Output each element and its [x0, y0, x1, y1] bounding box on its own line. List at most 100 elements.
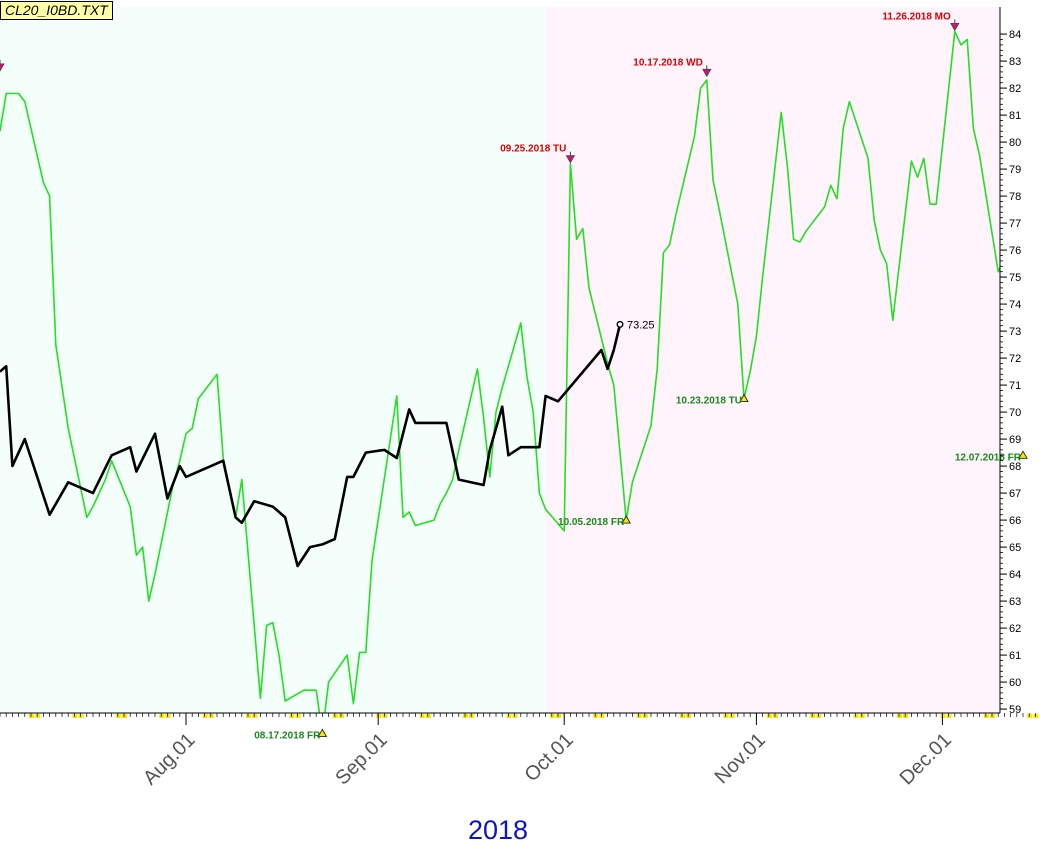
- weekend-marker: [252, 714, 258, 718]
- weekend-marker: [853, 714, 859, 718]
- y-tick-label: 83: [1009, 56, 1021, 68]
- x-tick-label: Sep.01: [331, 729, 391, 789]
- weekend-marker: [549, 714, 555, 718]
- chart-title: CL20_I0BD.TXT: [0, 1, 113, 20]
- green-series-line: [0, 30, 1000, 713]
- x-axis-label: 2018: [468, 815, 529, 845]
- x-tick-label: Nov.01: [711, 729, 770, 788]
- weekend-marker: [983, 714, 989, 718]
- weekend-marker: [469, 714, 475, 718]
- weekend-marker: [332, 714, 338, 718]
- weekend-marker: [1027, 714, 1033, 718]
- weekend-marker: [122, 714, 127, 718]
- weekend-marker: [766, 714, 772, 718]
- y-tick-label: 69: [1009, 434, 1021, 446]
- y-tick-label: 70: [1009, 407, 1021, 419]
- weekend-marker: [990, 714, 995, 718]
- weekend-marker: [903, 714, 909, 718]
- y-tick-label: 74: [1009, 299, 1021, 311]
- y-axis: 59 60 61 62 63 64 65 66 67 68 69 70 71 72 73 74 75 76 77 78…: [999, 7, 1021, 716]
- weekend-marker: [29, 714, 34, 718]
- weekend-marker: [463, 714, 468, 718]
- y-tick-label: 76: [1009, 245, 1021, 257]
- y-tick-label: 66: [1009, 515, 1021, 527]
- low-marker-triangle: [1018, 450, 1028, 459]
- y-tick-label: 71: [1009, 380, 1021, 392]
- background-regions: [0, 7, 1000, 713]
- weekend-marker: [512, 714, 518, 718]
- low-annotation: 10.23.2018 TU: [676, 396, 742, 407]
- y-tick-label: 78: [1009, 191, 1021, 203]
- weekend-marker: [859, 714, 865, 718]
- high-annotation: 10.17.2018 WD: [633, 57, 703, 68]
- weekend-marker: [897, 714, 902, 718]
- extreme-markers: 09.25.2018 TU 10.17.2018 WD 11.26.2018 MO 0…: [0, 11, 1028, 741]
- y-tick-label: 77: [1009, 218, 1021, 230]
- y-tick-label: 68: [1009, 461, 1021, 473]
- x-tick-label: Aug.01: [139, 729, 199, 789]
- weekend-marker: [810, 714, 816, 718]
- weekend-marker: [35, 714, 41, 718]
- y-tick-label: 65: [1009, 542, 1021, 554]
- weekend-marker: [339, 714, 344, 718]
- weekend-marker: [946, 714, 952, 718]
- y-tick-label: 75: [1009, 272, 1021, 284]
- low-marker-triangle: [317, 728, 328, 737]
- high-annotation: 11.26.2018 MO: [882, 11, 951, 22]
- weekend-marker: [686, 714, 692, 718]
- weekend-marker: [72, 714, 78, 718]
- weekend-marker: [289, 714, 295, 718]
- y-tick-label: 60: [1009, 677, 1021, 689]
- weekend-marker: [425, 714, 431, 718]
- y-tick-label: 81: [1009, 110, 1021, 122]
- series-lines: 73.25: [0, 30, 1000, 713]
- last-value-label: 73.25: [627, 319, 655, 331]
- high-marker-arrow: [0, 63, 5, 72]
- weekend-marker: [202, 714, 208, 718]
- weekend-marker: [729, 714, 735, 718]
- weekend-marker: [680, 714, 685, 718]
- y-tick-label: 62: [1009, 623, 1021, 635]
- weekend-marker: [246, 714, 251, 718]
- weekend-marker: [115, 714, 121, 718]
- weekend-marker: [636, 714, 642, 718]
- y-tick-label: 63: [1009, 596, 1021, 608]
- low-annotation: 10.05.2018 FR: [558, 517, 625, 528]
- high-marker-arrow: [702, 68, 712, 78]
- y-tick-label: 84: [1009, 29, 1021, 41]
- black-series-line: [0, 323, 622, 568]
- y-tick-label: 80: [1009, 137, 1021, 149]
- weekend-marker: [556, 714, 561, 718]
- last-point-marker: [616, 320, 624, 328]
- weekend-marker: [208, 714, 214, 718]
- weekend-marker: [1033, 714, 1039, 718]
- y-tick-label: 82: [1009, 83, 1021, 95]
- background-region: [545, 7, 1000, 713]
- y-tick-label: 67: [1009, 488, 1021, 500]
- low-marker-triangle: [739, 393, 749, 403]
- weekend-marker: [78, 714, 84, 718]
- weekend-marker: [159, 714, 165, 718]
- weekend-marker: [773, 714, 778, 718]
- y-tick-label: 64: [1009, 569, 1021, 581]
- high-marker-arrow: [950, 23, 960, 32]
- weekend-marker: [419, 714, 425, 718]
- x-tick-label: Dec.01: [896, 729, 956, 789]
- weekend-marker: [382, 714, 388, 718]
- x-axis: Aug.01 Sep.01 Oct.01 Nov.01 Dec.01: [0, 712, 1039, 789]
- y-tick-label: 79: [1009, 164, 1021, 176]
- weekend-marker: [599, 714, 605, 718]
- y-tick-label: 61: [1009, 650, 1021, 662]
- y-tick-label: 59: [1009, 704, 1021, 716]
- high-marker-arrow: [565, 155, 576, 164]
- weekend-marker: [723, 714, 729, 718]
- weekend-marker: [593, 714, 599, 718]
- weekend-marker: [165, 714, 171, 718]
- y-tick-label: 73: [1009, 326, 1021, 338]
- background-region: [0, 7, 546, 713]
- weekend-marker: [506, 714, 512, 718]
- weekend-marker: [642, 714, 648, 718]
- low-annotation: 12.07.2018 FR: [955, 452, 1022, 463]
- low-marker-triangle: [621, 515, 631, 524]
